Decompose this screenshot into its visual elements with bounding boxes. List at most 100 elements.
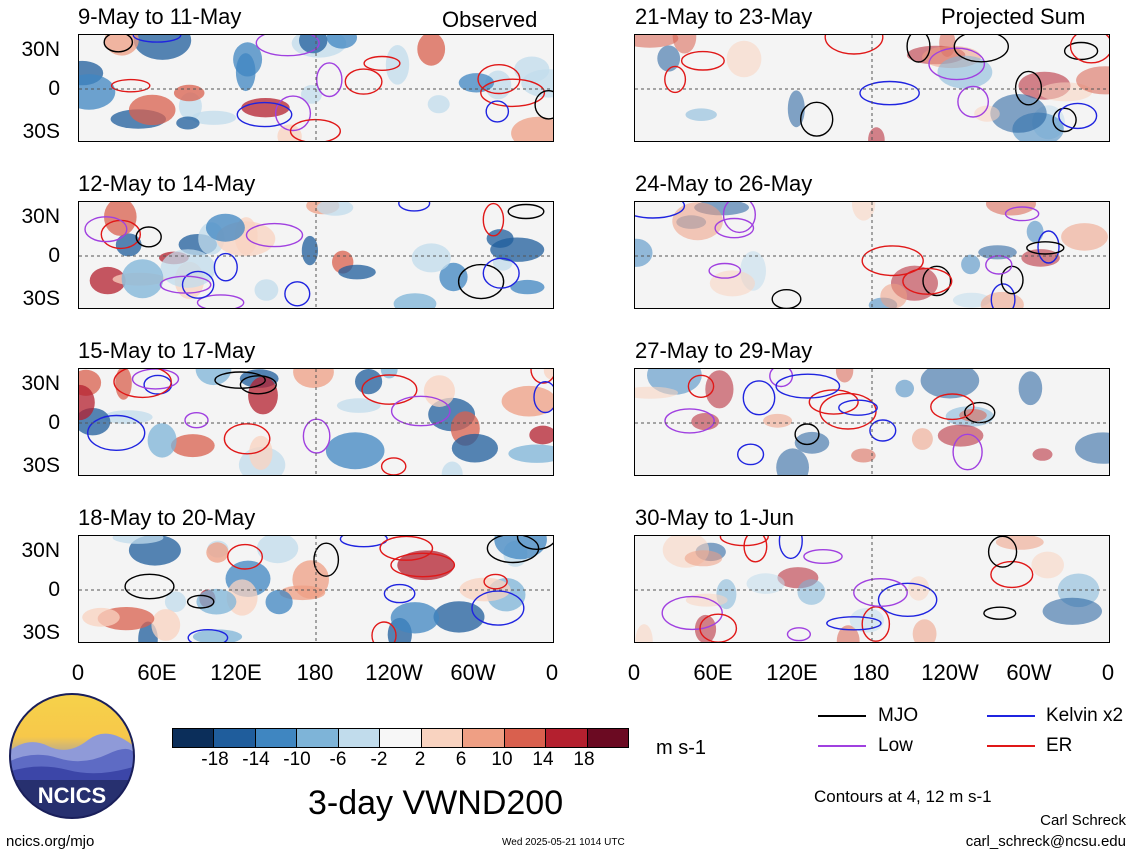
anomaly-blob (104, 202, 137, 236)
legend-line-kelvin (987, 715, 1035, 717)
contour-ring (371, 621, 397, 642)
contour-ring (482, 202, 505, 237)
contour-ring (159, 275, 212, 294)
contour-ring (1026, 241, 1065, 255)
contour-ring (113, 369, 172, 399)
anomaly-blob (427, 95, 450, 114)
contour-ring (236, 101, 293, 128)
colorbar-label: -2 (370, 749, 388, 770)
contour-ring (181, 270, 215, 299)
lon-label-left-60w: 60W (450, 660, 496, 685)
anomaly-blob (115, 369, 132, 400)
contour-ring (186, 594, 215, 609)
contour-ring (284, 281, 311, 307)
contour-ring (826, 616, 882, 631)
anomaly-blob (1032, 448, 1053, 461)
anomaly-blob (1031, 551, 1064, 579)
anomaly-blob (543, 369, 553, 380)
lon-label-right-0: 0 (627, 660, 641, 685)
anomaly-blob (835, 369, 854, 383)
lat-label-30n-row3: 30N (21, 372, 60, 395)
lon-label-right-120w: 120W (921, 660, 979, 685)
anomaly-blob (849, 608, 885, 633)
anomaly-blob (746, 573, 785, 594)
anomaly-blob (959, 409, 987, 422)
legend-line-low (818, 745, 866, 747)
anomaly-blob (192, 629, 243, 642)
anomaly-blob (417, 35, 446, 66)
lon-label-right-180: 180 (852, 660, 890, 685)
legend-label-kelvin: Kelvin x2 (1046, 705, 1124, 726)
contour-ring (799, 101, 834, 137)
anomaly-blob (763, 413, 793, 428)
contour-ring (482, 257, 520, 289)
contour-ring (480, 78, 546, 108)
main-title: 3-day VWND200 (308, 784, 564, 822)
anomaly-blob (691, 413, 720, 431)
anomaly-blob (256, 536, 299, 564)
contour-ring (380, 457, 407, 475)
anomaly-blob (79, 74, 116, 110)
contour-ring (1052, 107, 1077, 133)
contour-ring (687, 374, 715, 398)
contour-ring (985, 255, 1013, 275)
anomaly-blob (635, 624, 653, 642)
contour-ring (794, 423, 820, 446)
contour-ring (485, 100, 510, 123)
anomaly-blob (293, 369, 334, 388)
anomaly-blob (1042, 597, 1102, 625)
colorbar-label: 18 (573, 749, 595, 770)
colorbar-label: 6 (455, 749, 467, 770)
legend-label-mjo: MJO (878, 705, 919, 726)
anomaly-blob (233, 42, 263, 77)
contour-ring (838, 399, 878, 416)
anomaly-blob (635, 386, 678, 399)
contour-ring (184, 412, 209, 429)
colorbar-label: -6 (329, 749, 347, 770)
panel-title-left-4: 18-May to 20-May (78, 505, 256, 530)
contour-ring (635, 202, 686, 219)
contour-ring (289, 118, 341, 141)
contour-ring (390, 395, 451, 427)
anomaly-blob (459, 577, 511, 602)
anomaly-blob (151, 609, 181, 641)
anomaly-blob (336, 398, 381, 413)
contour-ring (84, 216, 128, 243)
anomaly-blob (726, 40, 762, 78)
legend-line-mjo (818, 715, 866, 717)
anomaly-blob (510, 279, 545, 295)
anomaly-blob (79, 384, 95, 421)
lon-label-left-120w: 120W (365, 660, 423, 685)
lat-label-0-row3: 0 (48, 411, 60, 434)
anomaly-blob (397, 550, 455, 581)
anomaly-blob (657, 45, 681, 72)
anomaly-blob (961, 254, 981, 275)
lat-label-30s-row4: 30S (22, 621, 60, 644)
anomaly-blob (1026, 220, 1044, 243)
contour-ring (103, 35, 134, 53)
anomaly-blob (301, 235, 318, 266)
contour-ring (775, 373, 841, 399)
anomaly-blob (441, 461, 463, 475)
lat-label-0-row1: 0 (48, 77, 60, 100)
anomaly-blob (248, 376, 278, 415)
contour-ring (778, 536, 803, 560)
lat-label-30s-row3: 30S (22, 454, 60, 477)
anomaly-blob (265, 589, 293, 615)
contour-ring (135, 226, 162, 248)
contour-ring (859, 80, 920, 106)
logo-text: NCICS (38, 783, 106, 808)
contour-ring (743, 536, 768, 563)
lat-label-30s-row1: 30S (22, 120, 60, 143)
contour-ring (990, 283, 1016, 308)
anomaly-blob (908, 576, 930, 601)
lat-label-30s-row2: 30S (22, 287, 60, 310)
contour-ring (661, 595, 723, 631)
footer-email[interactable]: carl_schreck@ncsu.edu (965, 833, 1126, 850)
footer-url[interactable]: ncics.org/mjo (6, 833, 95, 850)
anomaly-blob (895, 379, 914, 398)
contour-ring (239, 375, 277, 395)
panel-title-left-2: 12-May to 14-May (78, 171, 256, 196)
contour-ring (302, 418, 331, 454)
anomaly-blob (82, 607, 120, 627)
